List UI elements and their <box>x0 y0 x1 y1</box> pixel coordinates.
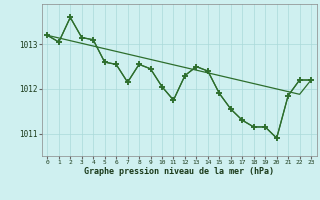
X-axis label: Graphe pression niveau de la mer (hPa): Graphe pression niveau de la mer (hPa) <box>84 167 274 176</box>
